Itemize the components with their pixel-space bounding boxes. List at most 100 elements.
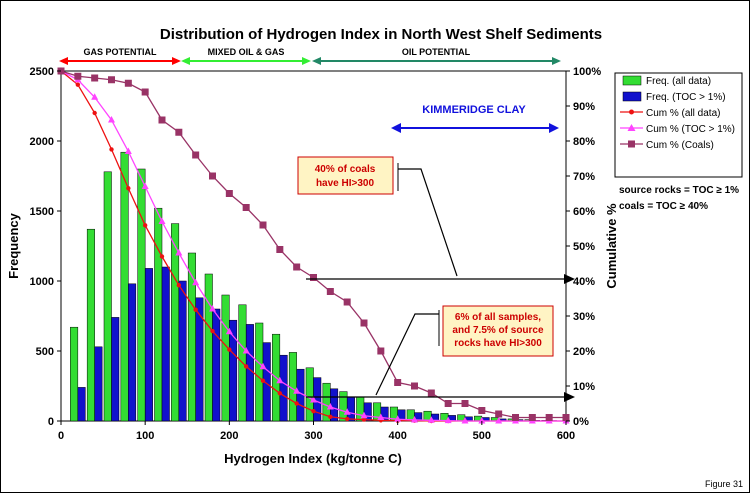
- x-tick-label: 300: [304, 430, 322, 442]
- point-cum-coals: [462, 400, 469, 407]
- x-tick-label: 500: [473, 430, 491, 442]
- x-tick-label: 600: [557, 430, 575, 442]
- point-cum-coals: [428, 390, 435, 397]
- y2-tick-label: 50%: [573, 241, 595, 253]
- point-cum-all: [92, 111, 96, 115]
- bar-toc: [179, 281, 187, 421]
- point-cum-coals: [529, 414, 536, 421]
- point-cum-all: [244, 364, 248, 368]
- point-cum-all: [227, 347, 231, 351]
- y-tick-label: 500: [36, 346, 54, 358]
- coals-annotation: 40% of coals have HI>300: [298, 157, 575, 284]
- point-cum-coals: [276, 246, 283, 253]
- point-cum-all: [328, 415, 332, 419]
- y2-tick-label: 80%: [573, 136, 595, 148]
- point-cum-coals: [91, 75, 98, 82]
- point-cum-coals: [175, 129, 182, 136]
- bar-toc: [128, 284, 136, 421]
- point-cum-all: [126, 186, 130, 190]
- point-cum-coals: [293, 264, 300, 271]
- bar-all-data: [205, 274, 213, 421]
- point-cum-all: [278, 391, 282, 395]
- point-cum-coals: [377, 348, 384, 355]
- point-cum-coals: [411, 383, 418, 390]
- kimmeridge-arrow: KIMMERIDGE CLAY: [391, 104, 559, 133]
- point-cum-coals: [125, 80, 132, 87]
- coals-text-1: 40% of coals: [315, 164, 376, 175]
- bar-all-data: [138, 169, 146, 421]
- bar-all-data: [70, 327, 78, 421]
- point-cum-coals: [159, 117, 166, 124]
- kimmeridge-label: KIMMERIDGE CLAY: [422, 104, 526, 116]
- point-cum-coals: [108, 76, 115, 83]
- x-tick-label: 0: [58, 430, 64, 442]
- bar-toc: [213, 309, 221, 421]
- point-cum-all: [311, 409, 315, 413]
- bar-all-data: [222, 295, 230, 421]
- y-tick-label: 0: [48, 416, 54, 428]
- bar-toc: [145, 268, 153, 421]
- line-cum-coals: [61, 71, 566, 418]
- y2-tick-label: 20%: [573, 346, 595, 358]
- point-cum-coals: [192, 152, 199, 159]
- point-cum-coals: [445, 400, 452, 407]
- bar-toc: [280, 355, 288, 421]
- bar-all-data: [188, 253, 196, 421]
- point-cum-coals: [563, 414, 570, 421]
- point-cum-coals: [344, 299, 351, 306]
- bar-all-data: [104, 172, 112, 421]
- x-axis-label: Hydrogen Index (kg/tonne C): [224, 451, 402, 466]
- point-cum-all: [345, 417, 349, 421]
- y2-tick-label: 60%: [573, 206, 595, 218]
- point-cum-all: [76, 82, 80, 86]
- point-cum-coals: [310, 274, 317, 281]
- legend: Freq. (all data) Freq. (TOC > 1%) Cum % …: [615, 73, 742, 177]
- bar-toc: [112, 317, 120, 421]
- samples-text-1: 6% of all samples,: [455, 312, 541, 323]
- bar-toc: [162, 267, 170, 421]
- point-cum-all: [193, 308, 197, 312]
- point-cum-coals: [361, 320, 368, 327]
- point-cum-all: [294, 401, 298, 405]
- figure-label: Figure 31: [705, 479, 743, 489]
- y-tick-label: 1000: [30, 276, 54, 288]
- zone-oil: OIL POTENTIAL: [312, 47, 561, 65]
- point-cum-coals: [478, 407, 485, 414]
- zone-mixed-label: MIXED OIL & GAS: [208, 47, 285, 57]
- y-tick-label: 1500: [30, 206, 54, 218]
- bar-all-data: [121, 152, 129, 421]
- zone-gas-label: GAS POTENTIAL: [83, 47, 157, 57]
- point-cum-coals: [260, 222, 267, 229]
- x-tick-label: 200: [220, 430, 238, 442]
- samples-text-3: rocks have HI>300: [454, 338, 542, 349]
- y2-tick-label: 40%: [573, 276, 595, 288]
- y2-tick-label: 30%: [573, 311, 595, 323]
- point-cum-all: [177, 283, 181, 287]
- zone-mixed: MIXED OIL & GAS: [181, 47, 311, 65]
- bar-toc: [246, 324, 254, 421]
- point-cum-all: [160, 254, 164, 258]
- bar-all-data: [256, 323, 264, 421]
- bar-all-data: [155, 208, 163, 421]
- point-cum-coals: [74, 73, 81, 80]
- y-tick-label: 2500: [30, 66, 54, 78]
- zone-gas: GAS POTENTIAL: [59, 47, 181, 65]
- legend-label: Cum % (all data): [646, 108, 720, 119]
- zone-oil-label: OIL POTENTIAL: [402, 47, 471, 57]
- chart-title: Distribution of Hydrogen Index in North …: [160, 26, 602, 43]
- definition-source-rocks: source rocks = TOC ≥ 1%: [619, 185, 739, 196]
- samples-annotation: 6% of all samples, and 7.5% of source ro…: [306, 306, 575, 402]
- point-cum-coals: [209, 173, 216, 180]
- legend-label: Cum % (TOC > 1%): [646, 124, 735, 135]
- point-cum-toc: [125, 148, 132, 155]
- bar-toc: [196, 298, 204, 421]
- point-cum-coals: [327, 288, 334, 295]
- legend-label: Freq. (all data): [646, 76, 711, 87]
- y2-tick-label: 90%: [573, 101, 595, 113]
- point-cum-all: [109, 147, 113, 151]
- x-tick-label: 100: [136, 430, 154, 442]
- point-cum-all: [261, 379, 265, 383]
- point-cum-coals: [243, 204, 250, 211]
- y-axis-label: Frequency: [6, 212, 21, 279]
